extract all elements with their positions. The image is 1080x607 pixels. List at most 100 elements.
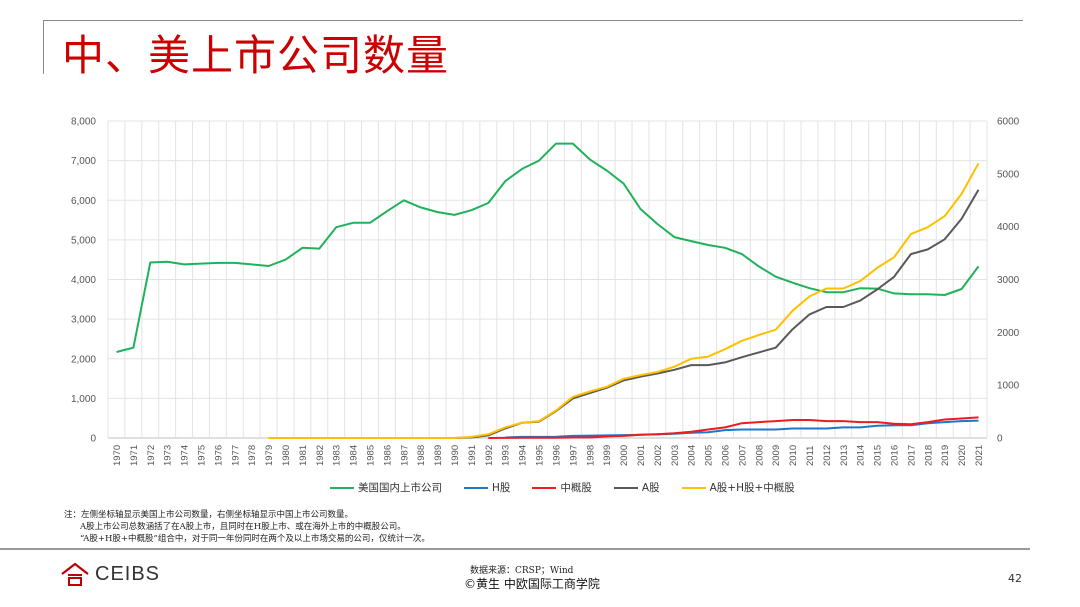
ceibs-logo: CEIBS <box>60 562 160 586</box>
legend-swatch <box>613 486 638 489</box>
right-tick-label: 2000 <box>997 328 1020 339</box>
x-tick-label: 1974 <box>180 445 191 466</box>
x-tick-label: 1999 <box>602 445 613 466</box>
left-tick-label: 1,000 <box>71 394 96 405</box>
legend-label: 中概股 <box>560 482 592 494</box>
x-tick-label: 1994 <box>518 445 529 466</box>
frame-top-line <box>43 20 1023 21</box>
x-tick-label: 2018 <box>923 445 934 466</box>
x-tick-label: 2003 <box>670 445 681 466</box>
x-tick-label: 2021 <box>974 445 985 466</box>
x-tick-label: 1970 <box>112 445 123 466</box>
x-tick-label: 2019 <box>940 445 951 466</box>
chart-legend: 美国国内上市公司 H股 中概股 A股 A股+H股+中概股 <box>330 480 795 495</box>
x-tick-label: 1992 <box>484 445 495 466</box>
right-tick-label: 4000 <box>997 222 1020 233</box>
left-tick-label: 7,000 <box>71 156 96 167</box>
series-line-中概股 <box>488 416 979 439</box>
x-tick-label: 2016 <box>890 445 901 466</box>
legend-label: 美国国内上市公司 <box>358 482 442 494</box>
x-tick-label: 2008 <box>754 445 765 466</box>
x-tick-label: 2005 <box>704 445 715 466</box>
x-tick-label: 1997 <box>568 445 579 466</box>
right-tick-label: 1000 <box>997 381 1020 392</box>
x-tick-label: 1985 <box>366 445 377 466</box>
x-tick-label: 1979 <box>264 445 275 466</box>
x-tick-label: 1973 <box>163 445 174 466</box>
left-tick-label: 8,000 <box>71 117 96 128</box>
x-tick-label: 1998 <box>585 445 596 466</box>
legend-item-total: A股+H股+中概股 <box>681 480 795 495</box>
x-tick-label: 1977 <box>230 445 241 466</box>
x-tick-label: 2004 <box>687 445 698 466</box>
x-tick-label: 1995 <box>535 445 546 466</box>
slide-title: 中、美上市公司数量 <box>62 31 450 80</box>
series-line-H股 <box>505 419 979 439</box>
x-tick-label: 1996 <box>551 445 562 466</box>
left-tick-label: 5,000 <box>71 235 96 246</box>
x-tick-label: 1984 <box>349 445 360 466</box>
x-tick-label: 1987 <box>399 445 410 466</box>
legend-swatch <box>330 486 354 489</box>
legend-swatch <box>532 486 557 489</box>
x-tick-label: 1980 <box>281 445 292 466</box>
x-tick-label: 2006 <box>720 445 731 466</box>
data-source: 数据来源：CRSP；Wind <box>470 566 574 576</box>
series-line-美国国内上市公司 <box>116 142 980 353</box>
legend-label: H股 <box>492 482 511 494</box>
legend-swatch <box>681 486 706 489</box>
x-tick-label: 2012 <box>822 445 833 466</box>
x-tick-label: 2009 <box>771 445 782 466</box>
legend-item-a: A股 <box>613 480 660 495</box>
legend-label: A股 <box>641 482 660 494</box>
left-tick-label: 3,000 <box>71 315 96 326</box>
series-line-A股+H股+中概股 <box>268 162 980 439</box>
x-tick-label: 1971 <box>129 445 140 466</box>
x-tick-label: 1986 <box>382 445 393 466</box>
x-tick-label: 2010 <box>788 445 799 466</box>
note-line: A股上市公司总数涵括了在A股上市，且同时在H股上市、或在海外上市的中概股公司。 <box>80 522 406 532</box>
x-tick-label: 2011 <box>805 446 816 466</box>
x-tick-label: 2014 <box>856 445 867 466</box>
left-tick-label: 6,000 <box>71 196 96 207</box>
x-tick-label: 2007 <box>737 445 748 466</box>
note-line: “A股+H股+中概股”组合中，对于同一年份同时在两个及以上市场交易的公司，仅统计… <box>80 534 430 544</box>
right-tick-label: 6000 <box>997 117 1020 128</box>
x-tick-label: 1991 <box>467 445 478 466</box>
logo-text: CEIBS <box>95 562 161 585</box>
x-tick-label: 2002 <box>653 445 664 466</box>
frame-left-line <box>43 20 44 74</box>
left-tick-label: 4,000 <box>71 275 96 286</box>
footer-divider <box>0 548 1030 550</box>
x-tick-label: 1983 <box>332 445 343 466</box>
x-tick-label: 2001 <box>636 445 647 466</box>
right-tick-label: 5000 <box>997 169 1020 180</box>
x-tick-label: 2020 <box>957 445 968 466</box>
right-tick-label: 0 <box>997 434 1003 445</box>
left-tick-label: 0 <box>90 434 96 445</box>
x-tick-label: 2017 <box>906 445 917 466</box>
legend-item-zhonggai: 中概股 <box>532 480 592 495</box>
x-tick-label: 2013 <box>839 445 850 466</box>
x-tick-label: 2015 <box>873 445 884 466</box>
x-tick-label: 1988 <box>416 445 427 466</box>
ceibs-emblem-icon <box>61 562 89 586</box>
page-number: 42 <box>1008 572 1022 585</box>
note-line: 注：左侧坐标轴显示美国上市公司数量，右侧坐标轴显示中国上市公司数量。 <box>64 510 354 520</box>
chart-notes: 注：左侧坐标轴显示美国上市公司数量，右侧坐标轴显示中国上市公司数量。 A股上市公… <box>64 509 430 545</box>
left-tick-label: 2,000 <box>71 354 96 365</box>
x-tick-label: 1972 <box>146 445 157 466</box>
x-tick-label: 1976 <box>213 445 224 466</box>
x-tick-label: 1989 <box>433 445 444 466</box>
x-tick-label: 1990 <box>450 445 461 466</box>
x-tick-label: 1978 <box>247 445 258 466</box>
x-tick-label: 2000 <box>619 445 630 466</box>
right-tick-label: 3000 <box>997 275 1020 286</box>
x-tick-label: 1981 <box>298 445 309 466</box>
legend-item-h: H股 <box>464 480 510 495</box>
x-tick-label: 1975 <box>196 445 207 466</box>
legend-swatch <box>464 486 488 489</box>
legend-label: A股+H股+中概股 <box>709 482 795 494</box>
x-tick-label: 1993 <box>501 445 512 466</box>
legend-item-us: 美国国内上市公司 <box>330 480 442 495</box>
